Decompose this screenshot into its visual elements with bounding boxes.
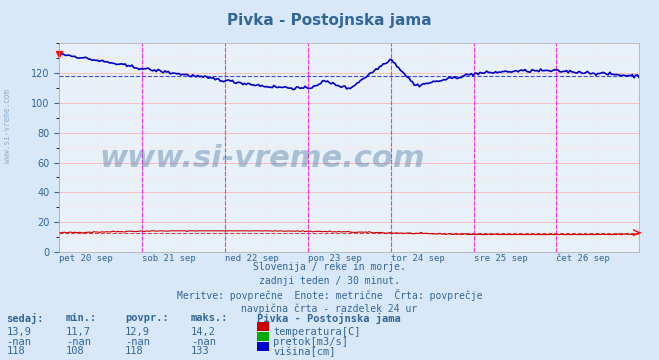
Text: www.si-vreme.com: www.si-vreme.com: [3, 89, 13, 163]
Text: Meritve: povprečne  Enote: metrične  Črta: povprečje: Meritve: povprečne Enote: metrične Črta:…: [177, 289, 482, 301]
Text: 12,9: 12,9: [125, 327, 150, 337]
Text: sre 25 sep: sre 25 sep: [474, 254, 527, 263]
Text: Pivka - Postojnska jama: Pivka - Postojnska jama: [257, 313, 401, 324]
Text: 13,9: 13,9: [7, 327, 32, 337]
Text: maks.:: maks.:: [191, 313, 229, 323]
Text: povpr.:: povpr.:: [125, 313, 169, 323]
Text: višina[cm]: višina[cm]: [273, 346, 336, 357]
Text: Slovenija / reke in morje.: Slovenija / reke in morje.: [253, 262, 406, 272]
Text: -nan: -nan: [125, 337, 150, 347]
Text: zadnji teden / 30 minut.: zadnji teden / 30 minut.: [259, 276, 400, 286]
Text: 108: 108: [66, 346, 84, 356]
Text: -nan: -nan: [7, 337, 32, 347]
Text: min.:: min.:: [66, 313, 97, 323]
Text: navpična črta - razdelek 24 ur: navpična črta - razdelek 24 ur: [241, 303, 418, 314]
Text: 118: 118: [125, 346, 144, 356]
Text: pon 23 sep: pon 23 sep: [308, 254, 362, 263]
Text: pretok[m3/s]: pretok[m3/s]: [273, 337, 349, 347]
Text: ned 22 sep: ned 22 sep: [225, 254, 279, 263]
Text: čet 26 sep: čet 26 sep: [556, 254, 610, 263]
Text: www.si-vreme.com: www.si-vreme.com: [100, 144, 425, 172]
Text: pet 20 sep: pet 20 sep: [59, 254, 113, 263]
Text: Pivka - Postojnska jama: Pivka - Postojnska jama: [227, 13, 432, 28]
Text: sedaj:: sedaj:: [7, 313, 44, 324]
Text: temperatura[C]: temperatura[C]: [273, 327, 361, 337]
Text: -nan: -nan: [66, 337, 91, 347]
Text: 14,2: 14,2: [191, 327, 216, 337]
Text: -nan: -nan: [191, 337, 216, 347]
Text: 11,7: 11,7: [66, 327, 91, 337]
Text: 118: 118: [7, 346, 25, 356]
Text: tor 24 sep: tor 24 sep: [391, 254, 444, 263]
Text: sob 21 sep: sob 21 sep: [142, 254, 196, 263]
Text: 133: 133: [191, 346, 210, 356]
